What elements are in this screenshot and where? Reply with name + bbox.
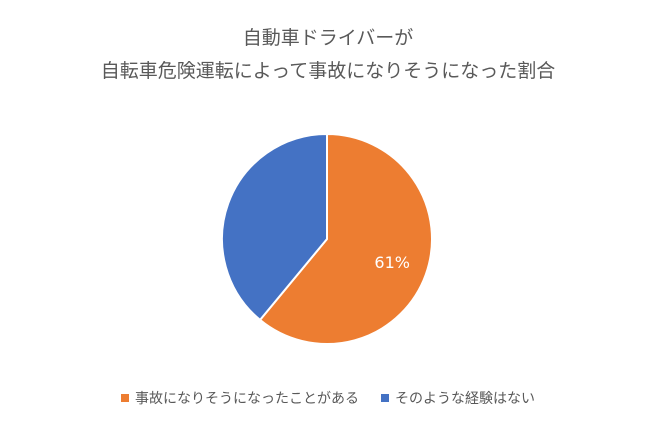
- legend-label: そのような経験はない: [395, 391, 535, 407]
- chart-title-line-1: 自動車ドライバーが: [242, 27, 414, 49]
- legend-swatch-blue: [381, 394, 389, 402]
- chart-title-line-2: 自転車危険運転によって事故になりそうになった割合: [100, 60, 556, 82]
- legend-item-had-near-miss: 事故になりそうになったことがある: [121, 388, 359, 408]
- pie-slice-1: [221, 132, 328, 322]
- chart-legend: 事故になりそうになったことがある そのような経験はない: [0, 388, 656, 408]
- chart-title: 自動車ドライバーが 自転車危険運転によって事故になりそうになった割合: [0, 22, 656, 88]
- legend-item-no-experience: そのような経験はない: [381, 388, 535, 408]
- pie-slice-0: [258, 132, 433, 345]
- legend-swatch-orange: [121, 394, 129, 402]
- legend-label: 事故になりそうになったことがある: [135, 391, 359, 407]
- data-label-0: 61%: [374, 253, 410, 272]
